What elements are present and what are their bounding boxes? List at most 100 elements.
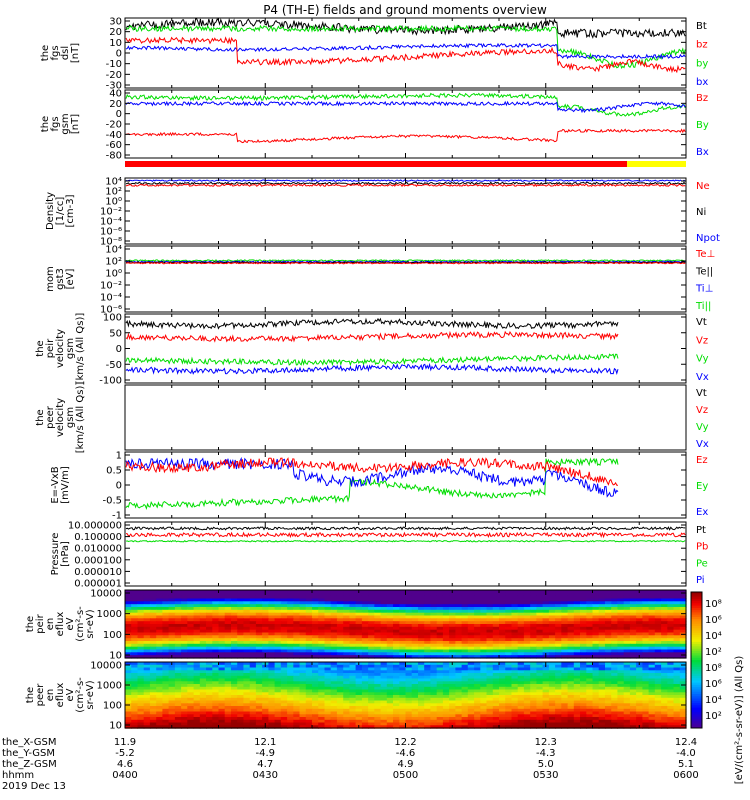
spec-cell [274, 649, 282, 653]
spec-cell [623, 681, 631, 685]
x-row-value: -4.0 [676, 748, 696, 759]
spec-cell [212, 717, 220, 721]
spec-cell [330, 697, 338, 702]
spec-cell [611, 706, 618, 710]
spec-cell [187, 646, 195, 651]
spec-cell [605, 692, 612, 696]
spec-cell [623, 684, 631, 688]
spec-cell [436, 624, 444, 628]
spec-cell [330, 632, 338, 636]
spec-cell [418, 641, 425, 645]
spec-cell [249, 706, 257, 710]
spec-cell [218, 601, 226, 605]
spec-cell [162, 624, 170, 628]
spec-cell [561, 643, 569, 648]
spec-cell [293, 700, 301, 704]
spec-cell [368, 719, 375, 724]
spec-cell [430, 689, 438, 693]
Vx-line [125, 362, 619, 375]
spec-cell [536, 632, 544, 636]
spec-cell [255, 681, 263, 685]
spec-cell [430, 643, 438, 648]
spec-cell [492, 607, 500, 611]
spec-cell [212, 714, 220, 718]
spec-cell [287, 646, 294, 651]
spec-cell [374, 695, 382, 699]
spec-cell [231, 711, 238, 715]
spec-cell [355, 612, 363, 617]
spec-cell [299, 592, 307, 597]
spec-cell [492, 662, 500, 666]
y-tick-label: 10 [109, 721, 122, 732]
spec-cell [411, 612, 419, 617]
spec-cell [299, 652, 307, 656]
spec-cell [237, 673, 244, 677]
spec-cell [224, 646, 232, 651]
spec-cell [548, 621, 556, 625]
spec-cell [305, 711, 313, 715]
spec-cell [467, 719, 475, 724]
spec-cell [324, 621, 332, 625]
spec-cell [511, 595, 519, 600]
spec-cell [492, 646, 500, 651]
y-tick-label: -20 [106, 70, 122, 81]
spec-cell [430, 632, 438, 636]
spec-cell [174, 629, 182, 634]
spec-cell [399, 609, 407, 614]
spec-cell [418, 700, 425, 704]
spec-cell [137, 649, 145, 653]
spec-cell [505, 632, 512, 636]
spec-cell [536, 635, 544, 639]
spec-cell [492, 615, 500, 619]
spec-cell [187, 681, 195, 685]
spec-cell [231, 652, 238, 656]
spec-cell [617, 612, 625, 617]
spec-cell [280, 695, 288, 699]
spec-cell [137, 681, 145, 685]
spec-cell [349, 711, 357, 715]
spec-cell [149, 719, 157, 724]
spec-cell [517, 626, 525, 631]
spec-cell [661, 607, 668, 611]
spec-cell [137, 695, 145, 699]
colorbar-step [691, 675, 702, 679]
spec-cell [661, 697, 668, 702]
spec-cell [548, 646, 556, 651]
spec-cell [598, 714, 606, 718]
legend-vt: Vt [696, 388, 707, 399]
spec-cell [492, 629, 500, 634]
spec-cell [642, 598, 650, 602]
spec-cell [449, 607, 456, 611]
spec-cell [611, 670, 618, 674]
spec-cell [268, 675, 276, 680]
spec-cell [436, 638, 444, 642]
spec-cell [548, 592, 556, 597]
spec-cell [542, 598, 550, 602]
spec-cell [324, 708, 332, 713]
spec-cell [224, 649, 232, 653]
spec-cell [679, 695, 687, 699]
spec-cell [480, 684, 488, 688]
spec-cell [231, 706, 238, 710]
spec-cell [411, 722, 419, 726]
spec-cell [336, 686, 344, 691]
colorbar-tick: 10⁶ [705, 615, 722, 626]
spec-cell [380, 629, 388, 634]
spec-cell [181, 595, 188, 600]
spec-cell [480, 703, 488, 707]
spec-cell [449, 717, 456, 721]
spec-cell [648, 695, 656, 699]
spec-cell [418, 592, 425, 597]
spec-cell [168, 621, 176, 625]
legend-pe: Pe [696, 558, 708, 569]
spec-cell [174, 635, 182, 639]
spec-cell [374, 609, 382, 614]
spec-cell [343, 618, 350, 622]
spec-cell [598, 717, 606, 721]
spec-cell [361, 706, 369, 710]
spec-cell [268, 607, 276, 611]
spec-cell [467, 706, 475, 710]
spec-cell [374, 643, 382, 648]
spec-cell [611, 664, 618, 669]
